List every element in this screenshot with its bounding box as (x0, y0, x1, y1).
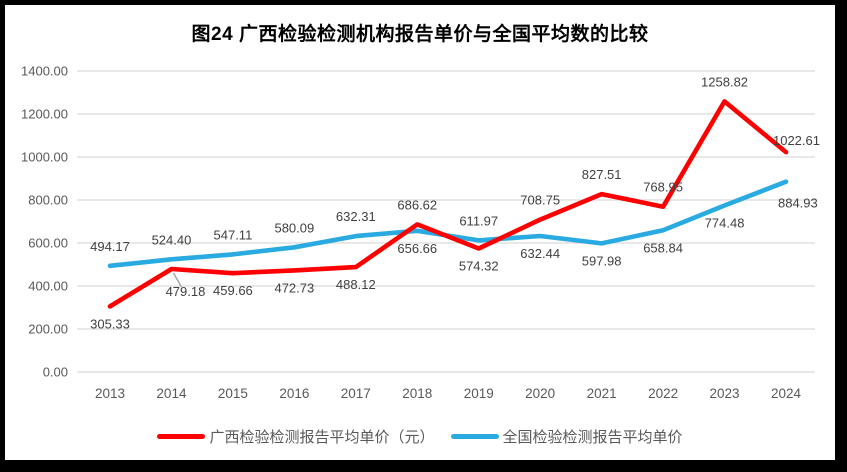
guangxi-data-label: 459.66 (213, 283, 253, 298)
legend-swatch-guangxi-red-line (157, 434, 206, 439)
x-axis-tick-label: 2017 (341, 386, 371, 401)
national-data-label: 611.97 (459, 213, 498, 228)
guangxi-data-label: 1022.61 (773, 133, 820, 148)
national-data-label: 494.17 (90, 239, 130, 254)
national-data-label: 524.40 (152, 232, 192, 247)
national-data-label: 658.84 (643, 240, 683, 255)
national-data-label: 884.93 (778, 196, 818, 211)
national-data-label: 656.66 (397, 241, 437, 256)
y-axis-tick-label: 600.00 (28, 236, 68, 251)
guangxi-series-line (107, 99, 789, 309)
national-data-label: 580.09 (274, 220, 314, 235)
guangxi-data-label: 768.95 (643, 180, 683, 195)
x-axis-tick-label: 2014 (156, 386, 187, 401)
legend-swatch-national-blue-line (450, 434, 499, 439)
x-axis-tick-label: 2024 (771, 386, 802, 401)
x-axis-tick-label: 2016 (279, 386, 309, 401)
y-axis-tick-label: 1200.00 (21, 107, 68, 122)
guangxi-data-label: 479.18 (166, 284, 206, 299)
legend-item-national: 全国检验检测报告平均单价 (450, 426, 683, 447)
x-axis-tick-label: 2013 (95, 386, 125, 401)
chart-title: 图24 广西检验检测机构报告单价与全国平均数的比较 (191, 24, 649, 45)
y-axis-tick-label: 1000.00 (21, 150, 68, 165)
guangxi-data-label: 1258.82 (701, 74, 748, 89)
y-axis-tick-label: 800.00 (28, 193, 68, 208)
chart-canvas: 图24 广西检验检测机构报告单价与全国平均数的比较 0.00 200.00 400.… (5, 5, 835, 460)
guangxi-data-label: 686.62 (397, 197, 437, 212)
national-series-line (107, 179, 789, 269)
y-axis-tick-label: 0.00 (43, 365, 68, 380)
x-axis-tick-label: 2022 (648, 386, 678, 401)
x-axis-tick-label: 2021 (587, 386, 617, 401)
national-data-label: 632.44 (520, 246, 560, 261)
guangxi-data-label: 305.33 (90, 316, 130, 331)
line-chart: 0.00 200.00 400.00 600.00 800.00 1000.00 1200.… (21, 64, 820, 402)
national-data-label: 632.31 (336, 209, 376, 224)
national-data-label: 547.11 (214, 227, 253, 242)
guangxi-data-label: 472.73 (274, 280, 314, 295)
national-data-label: 597.98 (582, 253, 622, 268)
guangxi-data-label: 708.75 (520, 193, 560, 208)
y-axis-tick-label: 200.00 (28, 322, 68, 337)
national-data-label: 774.48 (705, 215, 745, 230)
label-leader-line (172, 272, 183, 288)
chart-legend: 广西检验检测报告平均单价（元） 全国检验检测报告平均单价 (5, 426, 835, 447)
legend-label-national: 全国检验检测报告平均单价 (502, 429, 683, 446)
legend-item-guangxi: 广西检验检测报告平均单价（元） (157, 426, 435, 447)
x-axis-tick-label: 2015 (218, 386, 248, 401)
guangxi-data-label: 827.51 (582, 167, 622, 182)
legend-label-guangxi: 广西检验检测报告平均单价（元） (209, 429, 435, 446)
guangxi-data-label: 574.32 (459, 259, 499, 274)
guangxi-data-label: 488.12 (336, 277, 376, 292)
y-axis-tick-label: 400.00 (28, 279, 68, 294)
x-axis-tick-label: 2018 (402, 386, 432, 401)
x-axis-tick-label: 2023 (710, 386, 740, 401)
y-axis-tick-label: 1400.00 (21, 64, 68, 79)
x-axis-tick-label: 2020 (525, 386, 555, 401)
x-axis-tick-label: 2019 (464, 386, 494, 401)
